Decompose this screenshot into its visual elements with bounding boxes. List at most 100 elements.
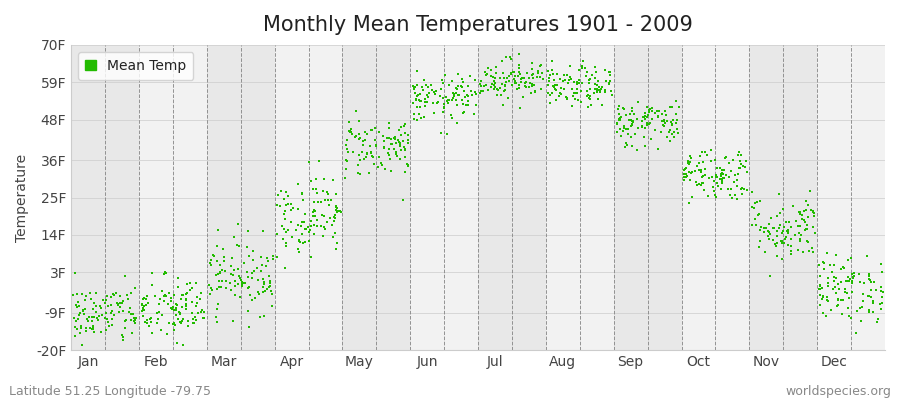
Point [96, 297, 111, 303]
Point [170, 302, 184, 308]
Point [781, 230, 796, 236]
Point [477, 68, 491, 75]
Point [73, 310, 87, 316]
Point [413, 98, 428, 104]
Point [855, 291, 869, 298]
Point [723, 192, 737, 198]
Point [203, 291, 218, 297]
Point [707, 192, 722, 198]
Point [867, 298, 881, 304]
Point [875, 294, 889, 300]
Point [232, 243, 247, 249]
Point [281, 201, 295, 208]
Point [130, 314, 144, 321]
Point [535, 70, 549, 76]
Point [464, 88, 479, 95]
Point [602, 81, 616, 87]
Point [616, 105, 630, 112]
Point [316, 233, 330, 240]
Point [784, 243, 798, 249]
Point [279, 189, 293, 195]
Point [625, 117, 639, 124]
Point [91, 317, 105, 324]
Point [580, 73, 594, 80]
Point [543, 72, 557, 78]
Point [169, 306, 184, 313]
Point [351, 170, 365, 176]
Point [658, 120, 672, 126]
Point [869, 287, 884, 294]
Point [820, 274, 834, 281]
Point [592, 86, 607, 93]
Point [815, 294, 830, 300]
Point [95, 312, 110, 318]
Point [420, 84, 435, 90]
Point [638, 115, 652, 122]
Point [233, 275, 248, 282]
Point [702, 174, 716, 181]
Point [224, 262, 238, 269]
Point [428, 88, 443, 95]
Point [141, 323, 156, 330]
Point [400, 132, 415, 139]
Point [757, 229, 771, 235]
Point [76, 311, 91, 318]
Point [534, 86, 548, 92]
Point [559, 94, 573, 100]
Point [501, 78, 516, 84]
Point [590, 82, 604, 89]
Point [127, 315, 141, 322]
Point [137, 294, 151, 301]
Point [231, 273, 246, 280]
Point [212, 270, 227, 277]
Point [775, 239, 789, 246]
Point [254, 254, 268, 261]
Point [728, 172, 742, 178]
Point [655, 111, 670, 117]
Point [855, 304, 869, 310]
Point [781, 242, 796, 248]
Point [565, 103, 580, 110]
Point [681, 161, 696, 168]
Point [375, 161, 390, 168]
Point [562, 74, 577, 80]
Point [263, 280, 277, 286]
Point [77, 297, 92, 304]
Point [518, 84, 533, 91]
Point [330, 240, 345, 246]
Point [284, 219, 298, 225]
Point [256, 284, 271, 290]
Point [152, 296, 166, 302]
Point [446, 96, 460, 103]
Point [158, 293, 173, 300]
Point [792, 208, 806, 215]
Point [241, 324, 256, 330]
Point [489, 75, 503, 81]
Point [638, 113, 652, 120]
Point [309, 176, 323, 182]
Point [230, 242, 244, 248]
Point [112, 309, 126, 316]
Point [552, 92, 566, 99]
Point [775, 238, 789, 244]
Point [531, 70, 545, 77]
Point [733, 164, 747, 171]
Point [235, 279, 249, 286]
Point [683, 169, 698, 176]
Point [688, 168, 702, 174]
Point [411, 111, 426, 118]
Point [474, 78, 489, 85]
Point [391, 137, 405, 144]
Point [186, 320, 201, 326]
Point [392, 127, 406, 133]
Point [522, 84, 536, 90]
Point [698, 166, 713, 172]
Point [572, 96, 586, 103]
Point [75, 342, 89, 348]
Point [594, 86, 608, 92]
Point [418, 95, 432, 102]
Point [757, 224, 771, 231]
Point [408, 90, 422, 97]
Point [166, 320, 181, 327]
Point [400, 161, 414, 167]
